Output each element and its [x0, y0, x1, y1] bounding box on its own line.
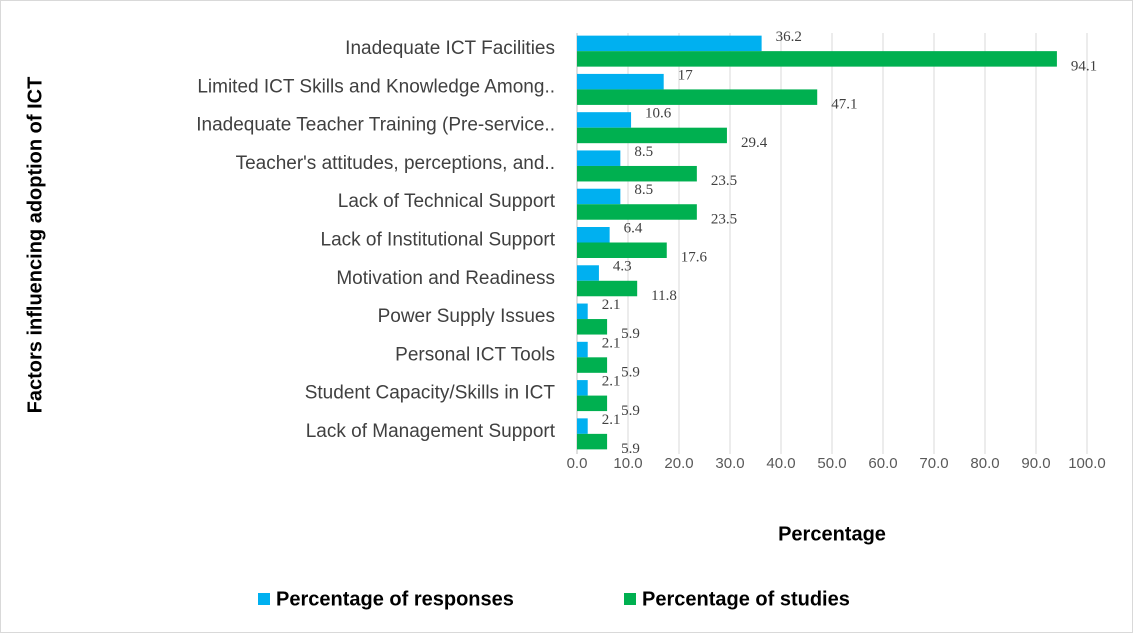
y-axis-title: Factors influencing adoption of ICT	[24, 77, 46, 414]
value-label: 36.2	[776, 29, 802, 45]
value-label: 17.6	[681, 250, 708, 266]
category-label: Lack of Management Support	[306, 421, 556, 442]
bar	[577, 341, 588, 358]
bar	[577, 150, 621, 166]
bar	[577, 73, 664, 90]
bar	[577, 51, 1057, 67]
bar	[577, 319, 608, 335]
bar	[577, 357, 608, 373]
value-label: 6.4	[624, 220, 643, 236]
bar	[577, 204, 697, 220]
category-label: Lack of Institutional Support	[321, 230, 556, 251]
bar	[577, 418, 588, 434]
category-label: Student Capacity/Skills in ICT	[305, 383, 556, 404]
x-tick-label: 40.0	[766, 455, 795, 472]
x-tick-label: 60.0	[868, 455, 897, 472]
bar	[577, 433, 608, 450]
value-label: 4.3	[613, 259, 632, 275]
x-axis-title: Percentage	[778, 523, 886, 545]
value-label: 29.4	[741, 135, 768, 151]
value-label: 17	[678, 67, 694, 83]
value-label: 8.5	[634, 144, 653, 160]
category-label: Limited ICT Skills and Knowledge Among..	[197, 76, 555, 97]
x-tick-label: 0.0	[567, 455, 588, 472]
bar	[577, 242, 667, 258]
value-label: 47.1	[831, 97, 857, 113]
value-label: 11.8	[651, 288, 677, 304]
value-label: 2.1	[602, 297, 621, 313]
category-label: Motivation and Readiness	[336, 268, 555, 289]
bar	[577, 303, 588, 320]
x-tick-label: 90.0	[1021, 455, 1050, 472]
legend-swatch	[624, 593, 636, 605]
bar	[577, 127, 727, 144]
x-tick-label: 30.0	[715, 455, 744, 472]
x-tick-label: 50.0	[817, 455, 846, 472]
category-label: Teacher's attitudes, perceptions, and..	[236, 153, 555, 174]
bar	[577, 188, 621, 205]
value-label: 5.9	[621, 403, 640, 419]
bar	[577, 35, 762, 52]
category-label: Lack of Technical Support	[338, 191, 556, 212]
bar	[577, 112, 632, 128]
bar	[577, 227, 610, 243]
category-label: Personal ICT Tools	[395, 344, 555, 365]
value-label: 2.1	[602, 412, 621, 428]
legend-swatch	[258, 593, 270, 605]
x-tick-label: 70.0	[919, 455, 948, 472]
value-label: 23.5	[711, 173, 737, 189]
bar	[577, 395, 608, 412]
value-label: 94.1	[1071, 58, 1097, 74]
category-label: Inadequate Teacher Training (Pre-service…	[196, 115, 555, 136]
bar	[577, 380, 588, 396]
x-tick-label: 100.0	[1068, 455, 1106, 472]
value-label: 5.9	[621, 326, 640, 342]
value-label: 8.5	[634, 182, 653, 198]
x-tick-label: 20.0	[664, 455, 693, 472]
category-label: Power Supply Issues	[378, 306, 555, 327]
x-tick-label: 10.0	[613, 455, 642, 472]
bar	[577, 165, 697, 182]
value-label: 10.6	[645, 106, 672, 122]
bar	[577, 280, 638, 297]
value-label: 2.1	[602, 374, 621, 390]
bar	[577, 89, 818, 105]
value-label: 5.9	[621, 441, 640, 457]
category-label: Inadequate ICT Facilities	[345, 38, 555, 59]
legend-label: Percentage of responses	[276, 588, 514, 610]
value-label: 23.5	[711, 211, 737, 227]
legend-label: Percentage of studies	[642, 588, 850, 610]
x-tick-label: 80.0	[970, 455, 999, 472]
bar	[577, 265, 599, 281]
value-label: 5.9	[621, 365, 640, 381]
value-label: 2.1	[602, 335, 621, 351]
